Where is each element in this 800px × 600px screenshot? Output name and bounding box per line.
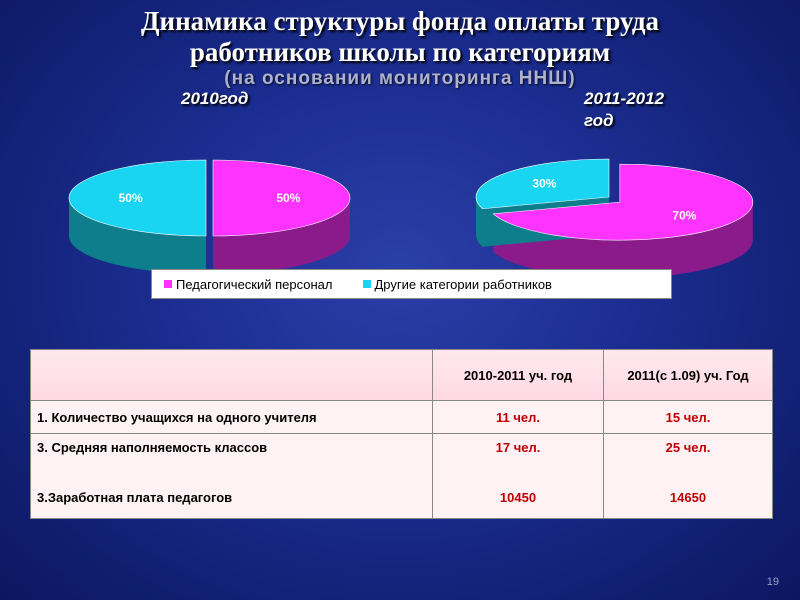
pie-label-1-1: 50% xyxy=(276,191,300,205)
legend-item-teachers: Педагогический персонал xyxy=(164,277,333,292)
pie-slice-1-2 xyxy=(68,159,207,237)
table-header-col1: 2010-2011 уч. год xyxy=(432,349,604,401)
pie-slice-side-1-1 xyxy=(213,198,350,274)
row2-values-2010-cell: 17 чел. 10450 xyxy=(432,433,604,519)
row2-value-2010: 17 чел. xyxy=(495,440,541,455)
row2-label: 3. Средняя наполняемость классов xyxy=(37,440,268,455)
page-number: 19 xyxy=(766,576,779,588)
row1-value-2011: 15 чел. xyxy=(603,400,773,434)
legend-item-others: Другие категории работников xyxy=(362,276,552,292)
row2-values-2011-cell: 25 чел. 14650 xyxy=(603,433,773,519)
slide-title: Динамика структуры фонда оплаты труда ра… xyxy=(0,6,800,68)
legend-swatch-teachers xyxy=(164,280,172,288)
table-row: 3. Средняя наполняемость классов 3.Зараб… xyxy=(30,433,773,519)
row3-value-2010: 10450 xyxy=(499,490,537,505)
title-line-2: работников школы по категориям xyxy=(189,37,611,67)
row3-label: 3.Заработная плата педагогов xyxy=(37,490,233,505)
legend-label-teachers: Педагогический персонал xyxy=(176,276,333,292)
title-line-1: Динамика структуры фонда оплаты труда xyxy=(140,6,660,36)
pie-slice-rim xyxy=(476,197,483,247)
table-row: 1. Количество учащихся на одного учителя… xyxy=(30,400,773,434)
pie-slice-rim xyxy=(69,198,206,274)
legend-swatch-others xyxy=(362,280,371,288)
pie-label-1-2: 50% xyxy=(119,191,143,205)
row2-value-2011: 25 чел. xyxy=(665,440,711,455)
pie-charts: 50% 50% 70% 30% xyxy=(68,158,754,279)
pie-slice-1-1 xyxy=(212,159,351,237)
row3-value-2011: 14650 xyxy=(669,490,707,505)
pie-slice-2-2 xyxy=(475,158,610,210)
pie-slice-2-1 xyxy=(492,163,754,241)
table-header-empty xyxy=(30,349,433,401)
legend-label-others: Другие категории работников xyxy=(374,276,552,292)
stats-table: 2010-2011 уч. год 2011(с 1.09) уч. Год 1… xyxy=(30,349,773,519)
pie-slice-side-1-2 xyxy=(69,198,206,274)
chart2-year-line2: год xyxy=(584,111,614,130)
row2-label-cell: 3. Средняя наполняемость классов 3.Зараб… xyxy=(30,433,433,519)
pie-chart-2011-2012: 70% 30% xyxy=(475,158,754,279)
table-header-col2: 2011(с 1.09) уч. Год xyxy=(603,349,773,401)
row1-value-2010: 11 чел. xyxy=(432,400,604,434)
chart2-year-line1: 2011-2012 xyxy=(584,89,665,108)
pie-chart-2010: 50% 50% xyxy=(68,159,351,274)
chart2-year-label: 2011-2012 год xyxy=(584,88,664,132)
pie-label-2-1: 70% xyxy=(672,209,696,223)
pie-slice-rim xyxy=(213,198,350,274)
pie-label-2-2: 30% xyxy=(532,177,556,191)
slide-subtitle: (на основании мониторинга ННШ) xyxy=(224,68,576,89)
chart1-year-label: 2010год xyxy=(181,89,249,108)
table-header-row: 2010-2011 уч. год 2011(с 1.09) уч. Год xyxy=(30,349,773,401)
chart-legend: Педагогический персонал Другие категории… xyxy=(151,269,672,299)
row1-label: 1. Количество учащихся на одного учителя xyxy=(30,400,433,434)
